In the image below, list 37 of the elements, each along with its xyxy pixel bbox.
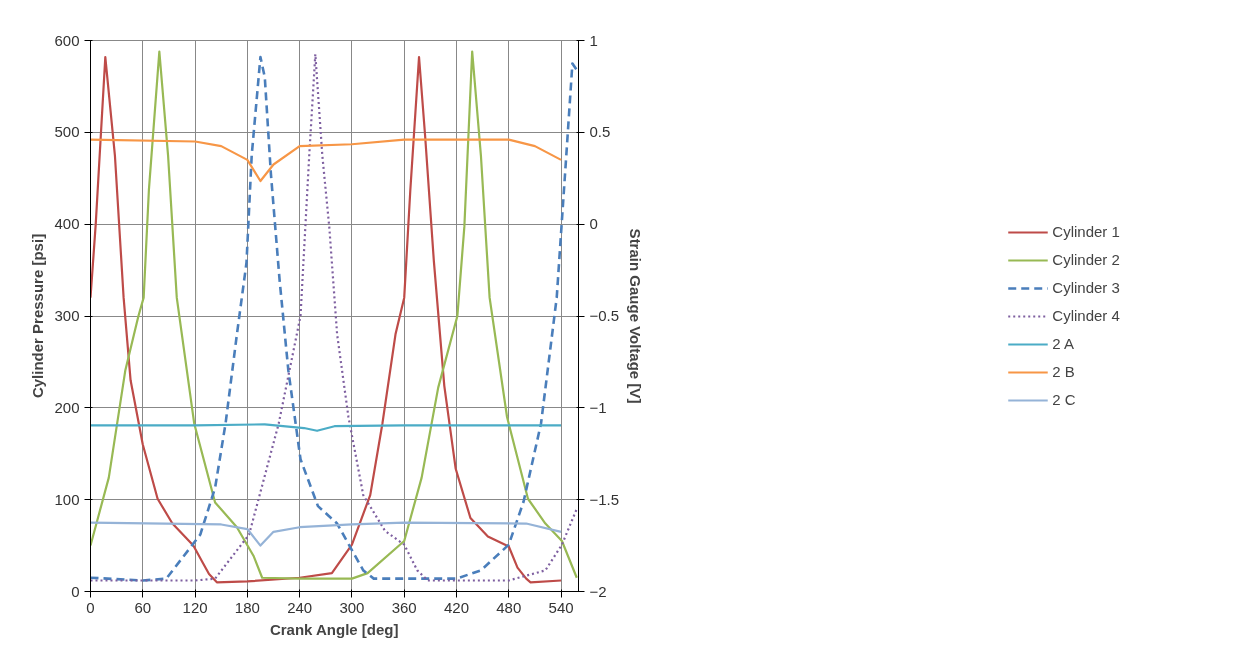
- y2-tick-label: 0: [589, 215, 598, 233]
- x-tick-label: 480: [496, 598, 522, 616]
- line-series: [90, 423, 563, 432]
- x-tick-label: 180: [234, 598, 260, 616]
- x-tick-label: 60: [134, 598, 152, 616]
- y-tick-label: 200: [54, 398, 80, 416]
- y2-tick-label: −0.5: [589, 307, 620, 324]
- line-series: [90, 138, 563, 183]
- y2-tick-label: −1: [589, 398, 607, 416]
- y2-tick-label: −2: [589, 582, 607, 600]
- x-tick-label: 300: [339, 598, 365, 616]
- y-tick-label: 100: [54, 490, 80, 508]
- line-series: [90, 521, 563, 547]
- y2-tick-label: 0.5: [589, 123, 611, 141]
- y-tick-label: 300: [54, 307, 80, 324]
- x-tick-label: 420: [443, 598, 470, 616]
- y-tick-label: 500: [54, 123, 80, 141]
- y2-tick-label: 1: [589, 31, 598, 49]
- legend-label: Cylinder 1: [1052, 223, 1120, 240]
- x-tick-label: 240: [287, 598, 313, 616]
- x-tick-label: 360: [391, 598, 417, 616]
- x-tick-label: 540: [548, 598, 574, 616]
- x-tick-label: 0: [86, 598, 95, 616]
- legend-label: Cylinder 2: [1052, 251, 1120, 268]
- x-tick-label: 120: [182, 598, 208, 616]
- x-axis-title: Crank Angle [deg]: [269, 620, 399, 638]
- legend-label: 2 A: [1052, 335, 1075, 352]
- legend-label: 2 B: [1052, 363, 1075, 380]
- y-tick-label: 400: [54, 215, 80, 233]
- legend-label: 2 C: [1052, 391, 1076, 408]
- y-axis-title: Cylinder Pressure [psi]: [29, 233, 47, 399]
- y-tick-label: 0: [71, 582, 80, 600]
- legend-label: Cylinder 3: [1052, 279, 1120, 296]
- legend-label: Cylinder 4: [1052, 307, 1120, 324]
- y2-tick-label: −1.5: [589, 490, 620, 508]
- y2-axis-title: Strain Gauge Voltage [V]: [627, 228, 645, 404]
- y-tick-label: 600: [54, 31, 80, 49]
